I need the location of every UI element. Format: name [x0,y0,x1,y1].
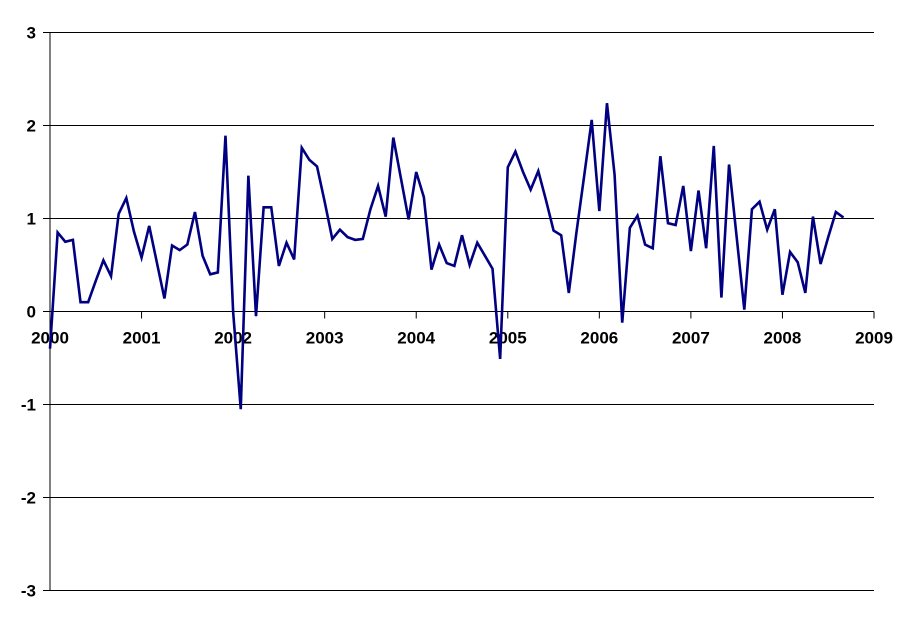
y-tick-label-3: 3 [27,24,36,43]
y-axis-labels: 3 2 1 0 -1 -2 -3 [21,24,36,601]
y-tick-label-0: 0 [27,303,36,322]
y-tick-label--1: -1 [21,396,36,415]
y-tick-label--2: -2 [21,489,36,508]
y-tick-label-2: 2 [27,117,36,136]
x-axis-labels: 2000 2001 2002 2003 2004 2005 2006 2007 2008 2009 [31,329,893,348]
y-tick-label-1: 1 [27,210,36,229]
y-gridlines [43,32,874,591]
x-tick-label-2004: 2004 [397,329,435,348]
y-tick-label--3: -3 [21,582,36,601]
x-tick-label-2006: 2006 [580,329,618,348]
x-tick-label-2003: 2003 [306,329,344,348]
x-tick-label-2002: 2002 [214,329,252,348]
x-tick-label-2008: 2008 [764,329,802,348]
data-line-series [48,103,845,410]
x-tick-label-2001: 2001 [123,329,161,348]
x-axis-ticks [49,311,875,319]
monthly-value-series [48,103,845,410]
x-tick-label-2009: 2009 [855,329,893,348]
x-tick-label-2005: 2005 [489,329,527,348]
x-tick-label-2007: 2007 [672,329,710,348]
